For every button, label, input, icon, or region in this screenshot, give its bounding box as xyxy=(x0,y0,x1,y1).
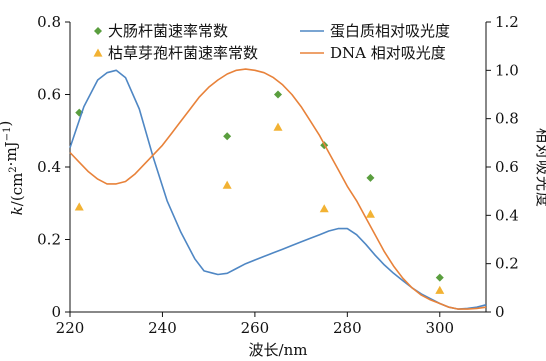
series-1-point xyxy=(366,173,375,182)
left-y-tick-label: 0 xyxy=(51,303,61,321)
x-tick-label: 260 xyxy=(241,319,270,337)
series-1-point xyxy=(435,273,444,282)
legend-label: DNA 相对吸光度 xyxy=(330,44,446,62)
series-2-point xyxy=(365,209,375,218)
right-y-tick-label: 0 xyxy=(495,303,505,321)
series-3-line xyxy=(69,69,487,310)
x-tick-labels: 220 240 260 280 300 xyxy=(56,312,454,337)
legend-label: 蛋白质相对吸光度 xyxy=(330,22,450,40)
series-4-line xyxy=(69,68,487,310)
legend-label: 枯草芽孢杆菌速率常数 xyxy=(108,44,258,62)
right-y-axis-label: 相对吸光度 xyxy=(534,128,546,208)
left-y-tick-label: 0.8 xyxy=(37,13,61,31)
x-tick-label: 300 xyxy=(425,319,454,337)
axes xyxy=(69,22,487,313)
right-y-tick-label: 1.2 xyxy=(495,13,519,31)
series-1-point xyxy=(274,90,282,99)
legend-marker-swatch xyxy=(93,48,103,57)
series-2-point xyxy=(222,180,232,189)
series-2-point xyxy=(319,204,329,213)
left-y-tick-labels: 0 0.2 0.4 0.6 0.8 xyxy=(37,13,70,321)
right-y-tick-label: 0.8 xyxy=(495,110,519,128)
left-y-tick-label: 0.4 xyxy=(37,158,61,176)
right-y-tick-label: 1.0 xyxy=(495,61,519,79)
right-y-tick-labels: 0 0.2 0.4 0.6 0.8 1.0 1.2 xyxy=(486,13,519,321)
series-2-point xyxy=(273,122,283,131)
legend-marker-swatch xyxy=(94,27,102,35)
right-y-tick-label: 0.6 xyxy=(495,158,519,176)
right-y-tick-label: 0.2 xyxy=(495,255,519,273)
series-layer xyxy=(69,68,487,310)
left-y-tick-label: 0.6 xyxy=(37,86,61,104)
series-2-point xyxy=(74,202,84,211)
right-y-tick-label: 0.4 xyxy=(495,206,519,224)
x-tick-label: 220 xyxy=(56,319,85,337)
left-y-tick-label: 0.2 xyxy=(37,231,61,249)
x-axis-label: 波长/nm xyxy=(249,341,308,359)
series-1-point xyxy=(223,132,232,141)
legend-label: 大肠杆菌速率常数 xyxy=(108,22,228,40)
left-y-axis-label: k/(cm2·mJ−1) xyxy=(0,121,26,216)
series-2-point xyxy=(435,285,445,294)
x-tick-label: 280 xyxy=(333,319,362,337)
x-tick-label: 240 xyxy=(148,319,177,337)
